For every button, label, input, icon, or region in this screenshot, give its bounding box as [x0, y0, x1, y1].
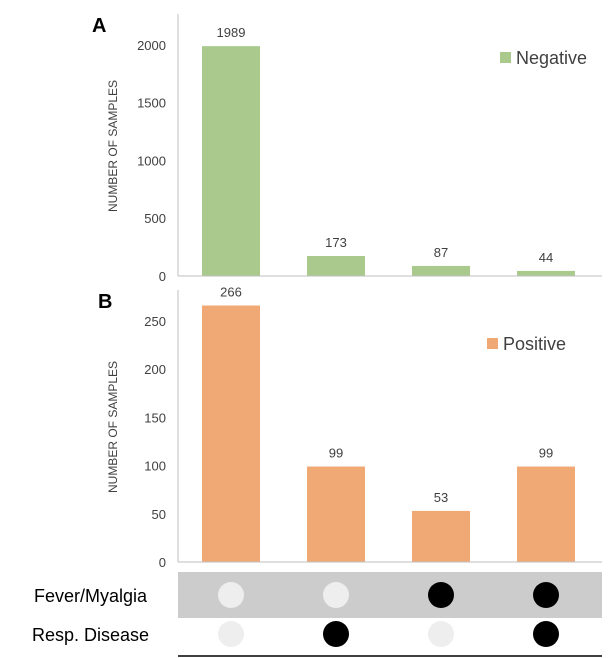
panel-b-y-tick-label: 250	[144, 314, 166, 329]
panel-b-value-label-1: 266	[220, 285, 242, 300]
panel-b-bar-2	[307, 466, 365, 562]
matrix-dot-row1-col3	[428, 582, 454, 608]
panel-a-legend-swatch	[500, 52, 511, 63]
panel-a-y-tick-label: 2000	[137, 38, 166, 53]
panel-b-y-tick-label: 0	[159, 555, 166, 570]
matrix-dot-row2-col1	[218, 621, 244, 647]
matrix-row-band-fever-myalgia	[178, 572, 602, 618]
panel-b-bar-1	[202, 305, 260, 562]
matrix-dot-row1-col4	[533, 582, 559, 608]
panel-b-bar-3	[412, 510, 470, 562]
panel-a-bar-2	[307, 256, 365, 276]
panel-b-value-label-2: 99	[329, 446, 343, 461]
panel-b-bar-4	[517, 466, 575, 562]
panel-a-y-axis-label: NUMBER OF SAMPLES	[106, 80, 120, 212]
panel-b-value-label-3: 53	[434, 490, 448, 505]
panel-a-value-label-2: 173	[325, 235, 347, 250]
matrix-dot-row2-col4	[533, 621, 559, 647]
panel-a-y-tick-label: 1500	[137, 96, 166, 111]
matrix-dot-row1-col2	[323, 582, 349, 608]
matrix-dot-row1-col1	[218, 582, 244, 608]
panel-a-bar-3	[412, 265, 470, 276]
panel-a-value-label-1: 1989	[217, 25, 246, 40]
panel-b-letter: B	[98, 291, 112, 313]
panel-a-y-tick-label: 1000	[137, 153, 166, 168]
panel-b-legend-label: Positive	[503, 334, 566, 354]
matrix-row-label-resp-disease: Resp. Disease	[32, 625, 149, 645]
panel-a-value-label-3: 87	[434, 245, 448, 260]
panel-b-positive-chart: B NUMBER OF SAMPLES 0 50 100 150 200 250 266 9…	[98, 285, 602, 570]
panel-a-y-tick-label: 500	[144, 211, 166, 226]
panel-b-y-tick-label: 150	[144, 410, 166, 425]
panel-a-value-label-4: 44	[539, 250, 553, 265]
panel-a-letter: A	[92, 15, 106, 37]
panel-b-legend-swatch	[487, 338, 498, 349]
panel-a-negative-chart: A NUMBER OF SAMPLES 0 500 1000 1500 2000 198…	[92, 14, 602, 284]
panel-a-legend-label: Negative	[516, 48, 587, 68]
panel-b-y-tick-label: 100	[144, 459, 166, 474]
category-matrix: Fever/Myalgia Resp. Disease	[32, 572, 602, 657]
panel-b-y-axis-label: NUMBER OF SAMPLES	[106, 361, 120, 493]
matrix-row-label-fever-myalgia: Fever/Myalgia	[34, 586, 148, 606]
matrix-dot-row2-col2	[323, 621, 349, 647]
panel-a-bar-4	[517, 270, 575, 276]
panel-b-y-tick-label: 50	[152, 507, 166, 522]
panel-b-y-tick-label: 200	[144, 362, 166, 377]
matrix-dot-row2-col3	[428, 621, 454, 647]
panel-b-value-label-4: 99	[539, 446, 553, 461]
panel-a-bar-1	[202, 46, 260, 276]
panel-a-y-tick-label: 0	[159, 269, 166, 284]
